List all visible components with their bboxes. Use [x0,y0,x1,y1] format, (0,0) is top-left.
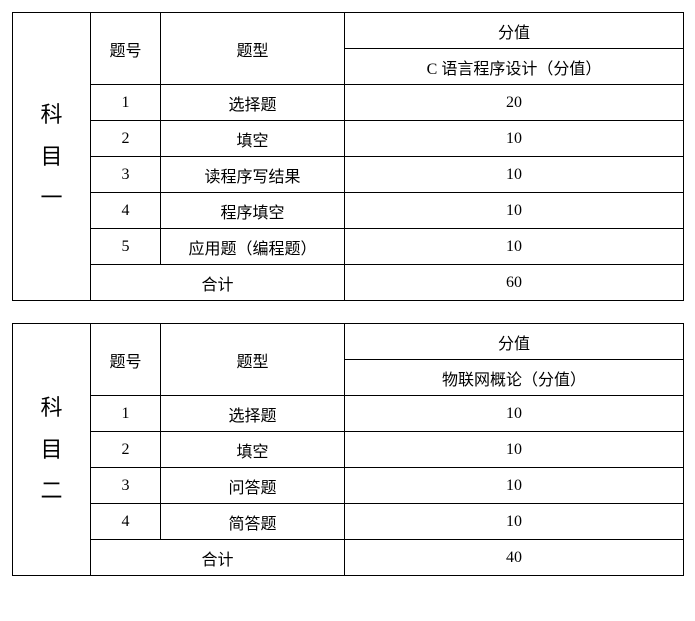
subject-char: 目 [13,136,90,178]
cell-num: 3 [91,157,161,193]
table-row: 5应用题（编程题）10 [13,229,684,265]
cell-score: 10 [345,396,684,432]
total-label: 合计 [91,265,345,301]
cell-type: 问答题 [161,468,345,504]
cell-type: 填空 [161,432,345,468]
cell-type: 选择题 [161,85,345,121]
header-num: 题号 [91,13,161,85]
cell-num: 2 [91,121,161,157]
subject-char: 二 [13,470,90,512]
table-row: 3问答题10 [13,468,684,504]
table-row: 2填空10 [13,121,684,157]
table-row: 4程序填空10 [13,193,684,229]
cell-score: 10 [345,468,684,504]
cell-score: 10 [345,157,684,193]
table-row: 2填空10 [13,432,684,468]
cell-type: 选择题 [161,396,345,432]
subject-table-1: 科目一题号题型分值C 语言程序设计（分值）1选择题202填空103读程序写结果1… [12,12,683,301]
cell-type: 应用题（编程题） [161,229,345,265]
table-total-row: 合计40 [13,540,684,576]
cell-type: 程序填空 [161,193,345,229]
subject-label-cell: 科目二 [13,324,91,576]
cell-score: 10 [345,432,684,468]
subject-label-cell: 科目一 [13,13,91,301]
header-score: 分值 [345,13,684,49]
table-header-row: 科目一题号题型分值 [13,13,684,49]
total-value: 40 [345,540,684,576]
cell-num: 4 [91,193,161,229]
header-score: 分值 [345,324,684,360]
subject-char: 科 [13,94,90,136]
cell-num: 1 [91,396,161,432]
cell-num: 5 [91,229,161,265]
cell-num: 2 [91,432,161,468]
exam-table: 科目二题号题型分值物联网概论（分值）1选择题102填空103问答题104简答题1… [12,323,684,576]
header-type: 题型 [161,13,345,85]
cell-num: 4 [91,504,161,540]
cell-type: 填空 [161,121,345,157]
cell-type: 读程序写结果 [161,157,345,193]
total-value: 60 [345,265,684,301]
header-type: 题型 [161,324,345,396]
cell-num: 3 [91,468,161,504]
subject-label: 科目一 [13,94,90,219]
subject-char: 一 [13,177,90,219]
exam-table: 科目一题号题型分值C 语言程序设计（分值）1选择题202填空103读程序写结果1… [12,12,684,301]
table-row: 1选择题20 [13,85,684,121]
header-subtitle: 物联网概论（分值） [345,360,684,396]
table-row: 3读程序写结果10 [13,157,684,193]
total-label: 合计 [91,540,345,576]
cell-score: 10 [345,121,684,157]
table-header-row: 科目二题号题型分值 [13,324,684,360]
subject-table-2: 科目二题号题型分值物联网概论（分值）1选择题102填空103问答题104简答题1… [12,323,683,576]
table-total-row: 合计60 [13,265,684,301]
table-row: 4简答题10 [13,504,684,540]
cell-score: 10 [345,504,684,540]
table-row: 1选择题10 [13,396,684,432]
cell-score: 10 [345,193,684,229]
subject-char: 目 [13,429,90,471]
header-num: 题号 [91,324,161,396]
header-subtitle: C 语言程序设计（分值） [345,49,684,85]
cell-score: 20 [345,85,684,121]
cell-type: 简答题 [161,504,345,540]
subject-label: 科目二 [13,387,90,512]
cell-score: 10 [345,229,684,265]
subject-char: 科 [13,387,90,429]
cell-num: 1 [91,85,161,121]
